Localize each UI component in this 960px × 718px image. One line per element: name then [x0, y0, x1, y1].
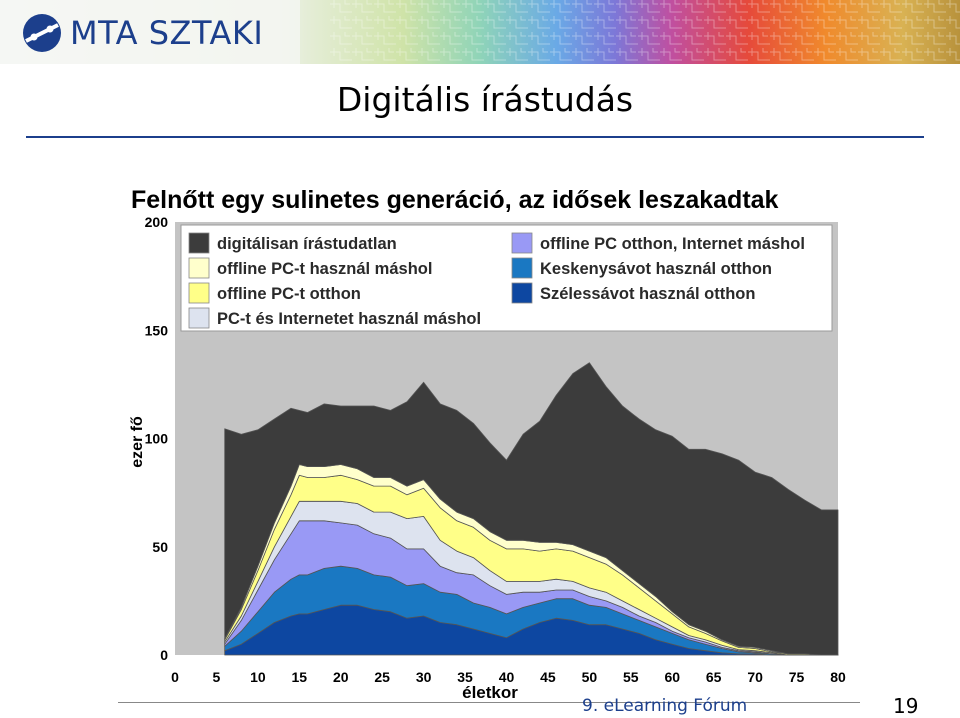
legend-swatch-4 [188, 282, 210, 304]
x-tick-label: 80 [830, 669, 846, 685]
legend-swatch-1 [511, 257, 533, 279]
legend-label-0: Szélessávot használ otthon [540, 285, 755, 303]
legend: digitálisan írástudatlan offline PC-t has… [180, 224, 833, 332]
x-tick-label: 50 [582, 669, 598, 685]
legend-label-6: digitálisan írástudatlan [217, 235, 397, 253]
axis-ticks: 0 5 10 15 20 25 30 35 40 45 50 55 60 65 70 75 80 0 50 100 15… [145, 214, 846, 685]
logo-text: MTA SZTAKI [70, 14, 264, 52]
x-axis-label: életkor [462, 683, 518, 702]
y-tick-label: 50 [152, 539, 168, 555]
slide-title: Digitális írástudás [336, 80, 634, 119]
x-tick-label: 20 [333, 669, 349, 685]
x-tick-label: 5 [213, 669, 221, 685]
x-tick-label: 15 [292, 669, 308, 685]
x-tick-label: 30 [416, 669, 432, 685]
y-tick-label: 150 [145, 322, 169, 338]
legend-label-1: Keskenysávot használ otthon [540, 260, 772, 278]
area-series-6 [224, 362, 839, 656]
legend-label-4: offline PC-t otthon [217, 285, 361, 303]
x-tick-label: 75 [789, 669, 805, 685]
y-tick-label: 200 [145, 214, 169, 230]
x-tick-label: 70 [747, 669, 763, 685]
legend-swatch-5 [188, 257, 210, 279]
x-tick-label: 35 [457, 669, 473, 685]
x-tick-label: 10 [250, 669, 266, 685]
legend-swatch-3 [188, 307, 210, 329]
chart-title: Felnőtt egy sulinetes generáció, az idős… [131, 186, 779, 214]
footer-event-name: 9. eLearning Fórum [582, 696, 748, 716]
y-axis-label: ezer fő [129, 416, 146, 468]
x-tick-label: 55 [623, 669, 639, 685]
x-tick-label: 0 [171, 669, 179, 685]
header-banner: MTA SZTAKI [0, 0, 960, 64]
title-divider [26, 136, 924, 138]
x-tick-label: 45 [540, 669, 556, 685]
legend-swatch-2 [511, 232, 533, 254]
sztaki-logo-icon [23, 14, 61, 52]
legend-label-2: offline PC otthon, Internet máshol [540, 235, 805, 253]
x-tick-label: 65 [706, 669, 722, 685]
y-tick-label: 0 [160, 647, 168, 663]
page-number: 19 [893, 694, 919, 718]
footer-divider [118, 702, 860, 703]
legend-label-3: PC-t és Internetet használ máshol [217, 310, 481, 328]
x-tick-label: 40 [499, 669, 515, 685]
logo: MTA SZTAKI [22, 13, 263, 53]
banner-background [0, 0, 960, 64]
y-tick-label: 100 [145, 431, 169, 447]
x-tick-label: 60 [664, 669, 680, 685]
legend-box [180, 224, 833, 332]
x-tick-label: 25 [374, 669, 390, 685]
legend-label-5: offline PC-t használ máshol [217, 260, 432, 278]
legend-swatch-6 [188, 232, 210, 254]
legend-swatch-0 [511, 282, 533, 304]
